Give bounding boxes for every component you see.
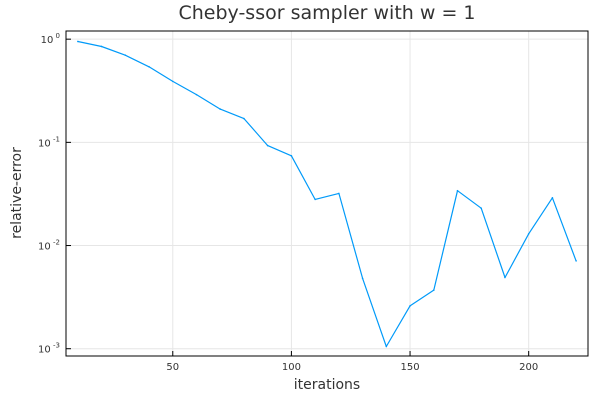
y-tick-exponent: -3 <box>51 342 60 350</box>
data-point <box>527 232 530 235</box>
data-point <box>195 93 198 96</box>
data-point <box>100 45 103 48</box>
y-tick-label: 10 0 <box>41 32 60 46</box>
x-tick-label: 150 <box>400 362 419 373</box>
series-layer <box>77 40 577 348</box>
data-point <box>456 189 459 192</box>
y-tick-base: 10 <box>38 242 51 253</box>
data-point <box>409 305 411 307</box>
data-point <box>243 117 245 120</box>
data-point <box>432 289 435 291</box>
data-point <box>171 80 174 83</box>
data-point <box>480 207 483 210</box>
data-point <box>219 108 222 110</box>
data-point <box>551 197 554 199</box>
x-tick-label: 200 <box>519 362 538 373</box>
data-point <box>338 192 340 195</box>
y-tick-base: 10 <box>41 35 54 46</box>
x-axis-label: iterations <box>294 377 360 393</box>
y-tick-exponent: -2 <box>51 239 60 247</box>
data-point <box>77 40 79 43</box>
data-point <box>124 54 127 56</box>
y-tick-exponent: 0 <box>53 32 60 40</box>
data-point <box>148 65 150 68</box>
data-point <box>504 276 506 279</box>
y-tick-label: 10 -3 <box>38 342 60 356</box>
plot-frame <box>65 30 589 357</box>
y-tick-label: 10 -2 <box>38 239 60 253</box>
data-point <box>575 260 577 262</box>
y-tick-base: 10 <box>38 345 51 356</box>
grid <box>66 31 588 356</box>
y-tick-base: 10 <box>38 138 51 149</box>
y-tick-label: 10 -1 <box>38 135 60 149</box>
data-point <box>266 144 269 147</box>
chart-title: Cheby-ssor sampler with w = 1 <box>178 2 475 24</box>
data-point <box>290 155 293 157</box>
y-axis-label: relative-error <box>9 147 25 239</box>
data-point <box>385 345 388 348</box>
y-tick-exponent: -1 <box>51 135 60 143</box>
data-point <box>314 198 316 201</box>
data-point <box>361 277 364 280</box>
x-tick-label: 100 <box>282 362 301 373</box>
x-tick-label: 50 <box>166 362 179 373</box>
series-line <box>77 40 577 348</box>
